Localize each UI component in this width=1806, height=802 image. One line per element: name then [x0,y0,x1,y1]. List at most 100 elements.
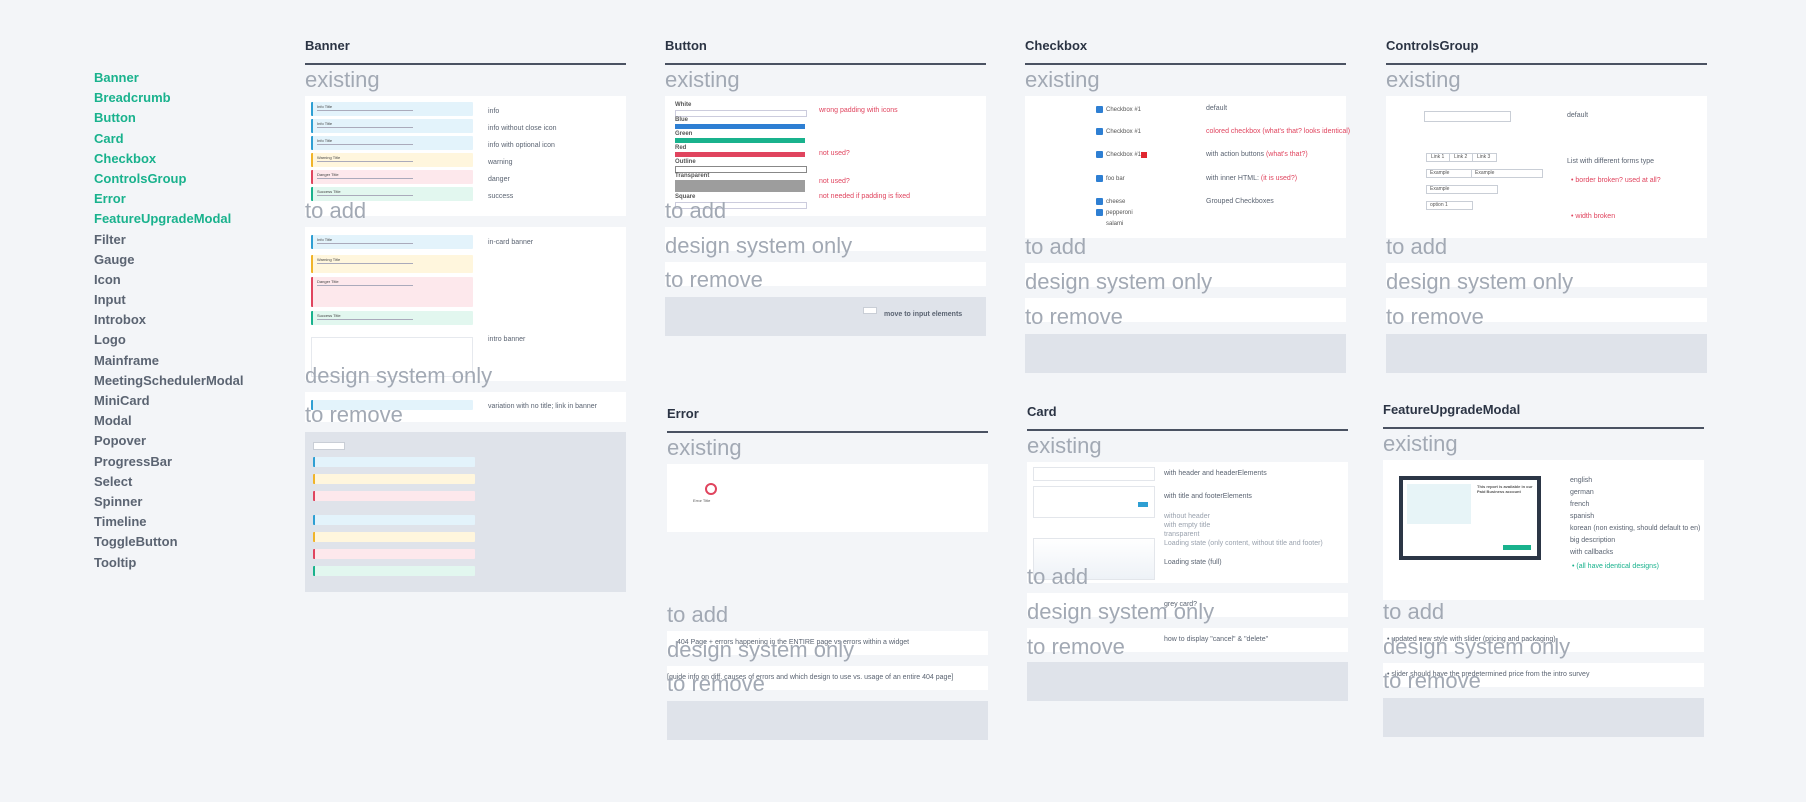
fum-modal-screenshot [1407,484,1471,524]
nav-item-spinner[interactable]: Spinner [94,493,143,509]
nav-item-controlsgroup[interactable]: ControlsGroup [94,170,187,186]
card-footer-button[interactable] [1138,502,1148,507]
checkbox-remove-panel [1025,334,1346,373]
nav-item-togglebutton[interactable]: ToggleButton [94,534,178,550]
nav-item-mainframe[interactable]: Mainframe [94,352,160,368]
note-fum-identical-text: (all have identical designs) [1576,563,1659,570]
banner-to-add-panel: Info Title Warning Title Danger Title Su… [305,227,626,381]
checkbox-3[interactable] [1096,151,1103,158]
nav-item-breadcrumb[interactable]: Breadcrumb [94,90,171,106]
note-warning: warning [488,159,513,166]
fum-remove-panel [1383,698,1704,737]
controls-link-2[interactable]: Link 2 [1449,153,1474,162]
note-inner-html-text: with inner HTML [1206,175,1257,182]
note-controls-list: List with different forms type [1567,158,1655,165]
fum-column: FeatureUpgradeModal [1383,401,1704,429]
fum-modal-cta[interactable] [1503,545,1531,550]
nav-item-gauge[interactable]: Gauge [94,251,135,267]
controls-input-example-2[interactable]: Example [1471,169,1543,178]
nav-item-featureupgrademodal[interactable]: FeatureUpgradeModal [94,211,232,227]
btn-group-outline: Outline [675,159,696,165]
note-action-buttons: with action buttons (what's that?) [1206,151,1308,158]
note-grouped: Grouped Checkboxes [1206,198,1274,205]
nav-item-banner[interactable]: Banner [94,70,139,85]
note-card-loading: Loading state (only content, without tit… [1164,540,1323,547]
card-to-add-panel: grey card? [1027,593,1348,617]
controls-select-option[interactable]: option 1 [1426,201,1473,210]
note-fum-add-text: updated new style with slider (pricing a… [1391,636,1556,643]
nav-item-button[interactable]: Button [94,110,136,126]
nav-item-error[interactable]: Error [94,191,126,207]
action-button-icon[interactable] [1141,152,1147,158]
nav-item-popover[interactable]: Popover [94,433,147,449]
error-icon [705,483,717,495]
input-example-2: Example [1475,170,1495,176]
nav-item-card[interactable]: Card [94,130,124,146]
card-ds-panel: how to display "cancel" & "delete" [1027,628,1348,652]
nav-item-meetingschedulermodal[interactable]: MeetingSchedulerModal [94,372,244,388]
btn-row-blue [675,124,805,129]
checkbox-salami-label: salami [1106,221,1124,227]
banner-info-optional-preview: Info Title [311,136,473,150]
controls-input-example-3[interactable]: Example [1426,185,1498,194]
note-wrong-padding: wrong padding with icons [819,107,898,114]
btn-row-green [675,138,805,143]
nav-item-checkbox[interactable]: Checkbox [94,150,157,166]
column-title-button: Button [665,38,707,53]
controlsgroup-existing-panel: Link 1 Link 2 Link 3 Example Example Exa… [1386,96,1707,238]
checkbox-3-label: Checkbox #1 [1106,152,1142,158]
remove-preview-input [863,307,877,314]
checkbox-2[interactable] [1096,128,1103,135]
section-design-system-only: design system only [1025,269,1213,294]
column-divider [1383,427,1704,429]
banner-warning-preview: Warning Title [311,153,473,167]
controls-link-1[interactable]: Link 1 [1426,153,1451,162]
checkbox-cheese[interactable] [1096,198,1103,205]
column-title-error: Error [667,406,699,421]
note-width-broken: • width broken [1571,213,1616,220]
fum-existing-panel: This report is available in our Paid Bus… [1383,460,1704,600]
nav-item-introbox[interactable]: Introbox [94,312,146,328]
column-divider [667,431,988,433]
error-to-add-panel: 404 Page + errors happening in the ENTIR… [667,631,988,655]
section-existing: existing [305,67,380,92]
component-nav: Banner Breadcrumb Button Card Checkbox Contro… [94,68,244,573]
note-card-title-footer: with title and footerElements [1164,493,1252,500]
checkbox-to-add-panel [1025,263,1346,287]
nav-item-logo[interactable]: Logo [94,332,126,348]
section-design-system-only: design system only [667,637,855,662]
column-title-card: Card [1027,404,1057,419]
note-info: info [488,108,500,115]
nav-item-timeline[interactable]: Timeline [94,514,147,530]
checkbox-pepperoni[interactable] [1096,209,1103,216]
section-to-remove: to remove [305,402,403,427]
in-card-success-preview: Success Title [311,311,473,325]
error-ds-panel: [guide info on diff. causes of errors an… [667,666,988,690]
nav-item-input[interactable]: Input [94,292,126,308]
controls-input-example-1[interactable]: Example [1426,169,1473,178]
note-in-card: in-card banner [488,239,534,246]
column-title-controlsgroup: ControlsGroup [1386,38,1479,53]
controls-default-input[interactable] [1424,111,1511,122]
note-fum-korean: korean (non existing, should default to … [1570,525,1701,532]
checkbox-foo-bar-label: foo bar [1106,176,1125,182]
controlsgroup-remove-panel [1386,334,1707,373]
checkbox-1-label: Checkbox #1 [1106,107,1142,113]
nav-item-icon[interactable]: Icon [94,271,121,287]
note-success: success [488,193,514,200]
nav-item-modal[interactable]: Modal [94,413,132,429]
fum-modal-heading: This report is available in our Paid Bus… [1477,484,1533,494]
column-divider [1027,429,1348,431]
nav-item-progressbar[interactable]: ProgressBar [94,453,173,469]
checkbox-foo-bar[interactable] [1096,175,1103,182]
nav-item-select[interactable]: Select [94,473,133,489]
link-2-label: Link 2 [1454,154,1468,160]
banner-column: Banner [305,37,626,65]
remove-preview-info [313,457,475,467]
checkbox-1[interactable] [1096,106,1103,113]
in-card-danger-preview: Danger Title [311,277,473,307]
nav-item-tooltip[interactable]: Tooltip [94,554,137,570]
nav-item-minicard[interactable]: MiniCard [94,393,150,408]
nav-item-filter[interactable]: Filter [94,231,126,247]
controls-link-3[interactable]: Link 3 [1472,153,1497,162]
